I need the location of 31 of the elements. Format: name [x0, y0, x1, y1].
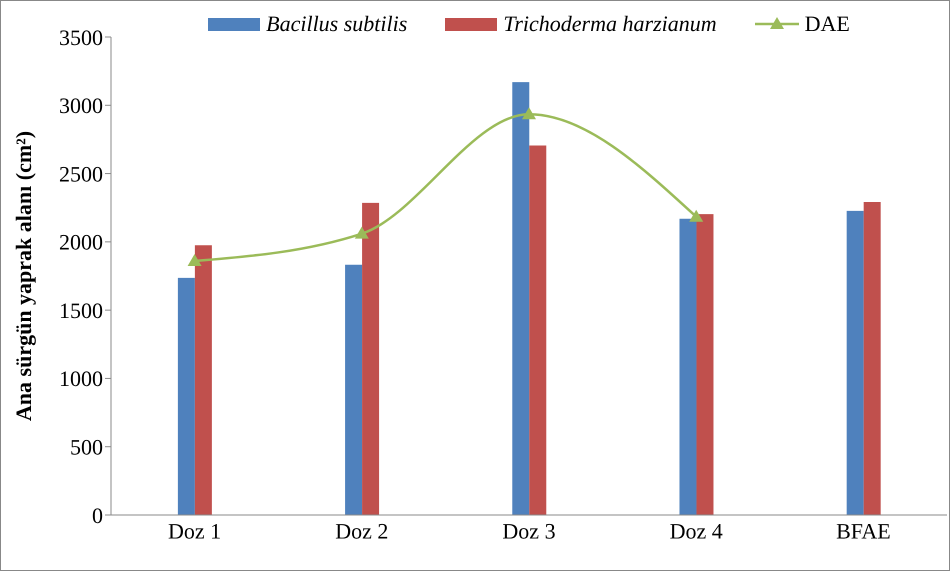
x-tick-label: Doz 3: [502, 518, 556, 544]
y-tick-label: 2000: [59, 230, 103, 255]
bar: [194, 245, 212, 515]
x-tick-label: Doz 4: [670, 518, 723, 544]
point: [689, 210, 704, 222]
y-tick-label: 3000: [59, 93, 103, 118]
bar: [512, 82, 530, 515]
bar: [362, 202, 380, 515]
y-tick-label: 1500: [59, 298, 103, 323]
bar: [679, 218, 696, 515]
x-tick-label: BFAE: [836, 518, 891, 544]
y-tick-label: 0: [92, 502, 103, 528]
bar: [178, 278, 195, 515]
y-tick-label: 3500: [59, 24, 103, 50]
bar: [345, 264, 362, 515]
bar: [529, 145, 546, 515]
point: [354, 226, 369, 239]
legend-label: Trichoderma harzianum: [503, 11, 717, 37]
y-tick-label: 500: [70, 434, 103, 460]
x-tick-label: Doz 1: [168, 518, 222, 544]
point: [188, 254, 202, 266]
point: [522, 107, 536, 120]
bar: [846, 210, 864, 515]
bar: [864, 202, 881, 515]
y-axis-title: Ana sürgün yaprak alanı (cm²): [10, 130, 36, 422]
legend-label: DAE: [804, 11, 850, 37]
y-tick-label: 2500: [59, 161, 103, 186]
bar: [696, 214, 714, 515]
y-tick-label: 1000: [59, 366, 103, 392]
legend-label: Bacillus subtilis: [266, 11, 408, 37]
x-tick-label: Doz 2: [335, 518, 388, 544]
